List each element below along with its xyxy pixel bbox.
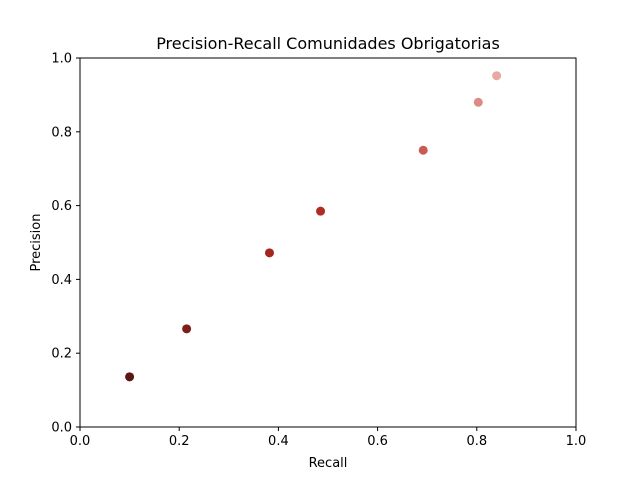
x-tick-label: 0.8 [466,434,487,449]
x-tick-label: 1.0 [566,434,587,449]
x-axis-label: Recall [309,456,348,471]
x-tick-label: 0.2 [169,434,190,449]
scatter-point [125,372,135,382]
y-tick-label: 0.6 [51,199,72,214]
points-layer [125,71,502,382]
y-tick-label: 1.0 [51,52,72,67]
x-tick-label: 0.6 [367,434,388,449]
x-axis-ticks: 0.0 0.2 0.4 0.6 0.8 1.0 [70,427,587,449]
y-tick-label: 0.8 [51,125,72,140]
plot-area [79,57,577,428]
y-axis-label: Precision [29,213,44,271]
axes-frame [79,57,577,428]
scatter-point [182,324,192,334]
scatter-point [264,248,274,258]
scatter-point [473,97,483,107]
scatter-point [492,71,502,81]
y-tick-label: 0.2 [51,347,72,362]
scatter-point [316,206,326,216]
chart-title: Precision-Recall Comunidades Obrigatoria… [156,34,500,53]
scatter-point [418,145,428,155]
x-tick-label: 0.0 [70,434,91,449]
y-tick-label: 0.4 [51,273,72,288]
y-tick-label: 0.0 [51,421,72,436]
y-axis-ticks: 0.0 0.2 0.4 0.6 0.8 1.0 [51,52,80,436]
x-tick-label: 0.4 [268,434,289,449]
